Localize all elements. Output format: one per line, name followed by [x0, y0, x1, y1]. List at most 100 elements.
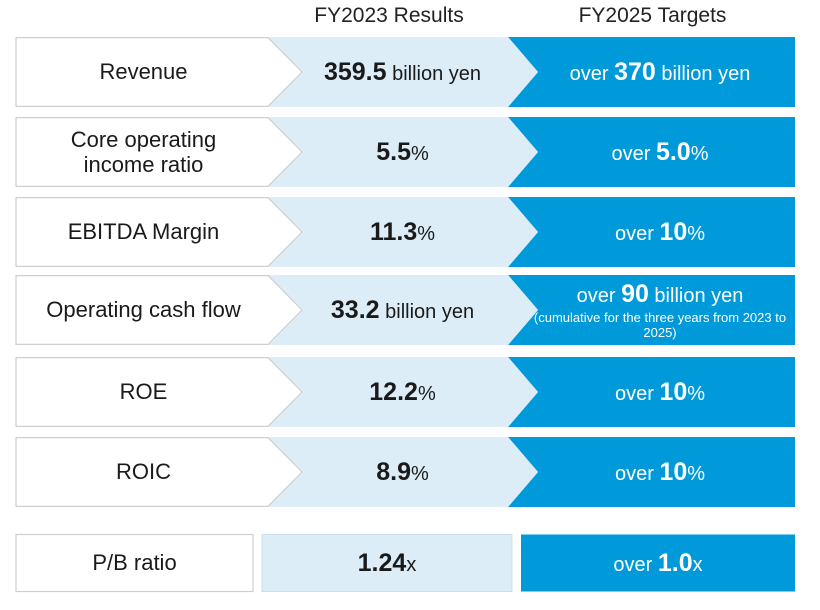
row-background: [15, 117, 795, 188]
target-unit: %: [687, 462, 706, 485]
label-arrow-box: [15, 37, 303, 108]
result-value: 359.5: [323, 57, 387, 86]
row-label-line: Revenue: [99, 59, 188, 85]
result-value: 33.2: [330, 295, 380, 324]
row-label-line: ROE: [119, 379, 168, 405]
target-prefix: over: [569, 62, 615, 85]
target-prefix: over: [611, 142, 656, 165]
target-cell: over 90 billion yen (cumulative for the t…: [525, 275, 795, 345]
result-cell: 5.5%: [290, 117, 515, 187]
row-label: EBITDA Margin: [16, 197, 271, 267]
header-fy2023-results: FY2023 Results: [314, 4, 464, 27]
result-unit: %: [417, 222, 436, 245]
pb-target-unit: x: [692, 553, 703, 576]
pb-label-box: [15, 533, 254, 593]
result-cell: 11.3%: [290, 197, 515, 267]
target-unit: %: [690, 142, 709, 165]
target-cell: over 5.0%: [525, 117, 795, 187]
target-value: 5.0: [655, 137, 691, 166]
result-unit: billion yen: [386, 62, 482, 85]
target-cell: over 370 billion yen: [525, 37, 795, 107]
result-value: 8.9: [376, 457, 411, 486]
target-value: 10: [659, 457, 688, 486]
target-box: [508, 37, 795, 107]
row-label-line: Operating cash flow: [46, 297, 241, 323]
pb-ratio-result: 1.24x: [262, 534, 512, 592]
row-label-line: EBITDA Margin: [67, 219, 220, 245]
row-background: [15, 357, 795, 428]
target-value: 370: [614, 57, 656, 86]
result-value: 11.3: [369, 217, 418, 246]
result-unit: billion yen: [379, 300, 475, 323]
target-prefix: over: [614, 222, 660, 245]
result-arrow-box: [268, 197, 538, 267]
target-cell: over 10%: [525, 197, 795, 267]
pb-result-value: 1.24: [357, 548, 407, 577]
label-arrow-box: [15, 437, 303, 508]
target-prefix: over: [614, 462, 660, 485]
result-arrow-box: [268, 357, 538, 427]
row-background: [15, 197, 795, 268]
row-label-line: Core operating: [70, 126, 217, 152]
kpi-row: ROIC 8.9% over 10%: [0, 437, 820, 508]
target-unit: %: [687, 222, 706, 245]
result-text: 359.5 billion yen: [324, 58, 481, 87]
target-box: [508, 437, 795, 507]
target-cell: over 10%: [525, 357, 795, 427]
row-background: [15, 275, 795, 346]
kpi-row: ROE 12.2% over 10%: [0, 357, 820, 428]
target-text: over 10%: [615, 378, 705, 407]
kpi-row: Core operating income ratio 5.5% over 5.0%: [0, 117, 820, 188]
row-label: ROE: [16, 357, 271, 427]
result-arrow-box: [268, 37, 538, 107]
label-arrow-box: [15, 275, 303, 346]
pb-ratio-label: P/B ratio: [92, 550, 177, 576]
kpi-row: Operating cash flow 33.2 billion yen over …: [0, 275, 820, 346]
row-label-line: income ratio: [83, 152, 204, 177]
row-label: Core operating income ratio: [16, 117, 271, 187]
target-text: over 10%: [615, 218, 705, 247]
result-text: 8.9%: [376, 458, 429, 487]
pb-ratio-row: P/B ratio 1.24x over 1.0x: [0, 533, 820, 593]
result-value: 5.5: [376, 137, 411, 166]
result-cell: 12.2%: [290, 357, 515, 427]
target-unit: %: [687, 382, 706, 405]
target-prefix: over: [614, 382, 660, 405]
target-text: over 90 billion yen: [577, 280, 744, 309]
pb-row-background: [15, 533, 795, 593]
result-text: 11.3%: [370, 218, 435, 247]
target-value: 10: [659, 377, 688, 406]
result-cell: 33.2 billion yen: [290, 275, 515, 345]
result-arrow-box: [268, 275, 538, 345]
pb-target-value: 1.0: [657, 548, 693, 577]
pb-ratio-target: over 1.0x: [521, 534, 795, 592]
target-prefix: over: [576, 284, 622, 307]
pb-result-box: [261, 534, 513, 592]
row-background: [15, 37, 795, 108]
pb-result-unit: x: [406, 553, 417, 576]
row-background: [15, 437, 795, 508]
result-unit: %: [417, 382, 436, 405]
row-label: Revenue: [16, 37, 271, 107]
result-text: 12.2%: [369, 378, 435, 407]
result-cell: 359.5 billion yen: [290, 37, 515, 107]
target-text: over 370 billion yen: [570, 58, 751, 87]
result-text: 5.5%: [376, 138, 429, 167]
result-unit: %: [410, 142, 429, 165]
result-text: 33.2 billion yen: [331, 296, 474, 325]
target-unit: billion yen: [655, 62, 751, 85]
pb-target-box: [521, 534, 795, 592]
target-cell: over 10%: [525, 437, 795, 507]
result-unit: %: [410, 462, 429, 485]
target-unit: billion yen: [648, 284, 744, 307]
target-text: over 5.0%: [611, 138, 708, 167]
target-note: (cumulative for the three years from 202…: [533, 309, 787, 340]
result-arrow-box: [268, 437, 538, 507]
result-cell: 8.9%: [290, 437, 515, 507]
target-box: [508, 275, 795, 345]
target-text: over 10%: [615, 458, 705, 487]
label-arrow-box: [15, 357, 303, 428]
target-value: 10: [659, 217, 688, 246]
pb-target-prefix: over: [613, 553, 658, 576]
label-arrow-box: [15, 197, 303, 268]
